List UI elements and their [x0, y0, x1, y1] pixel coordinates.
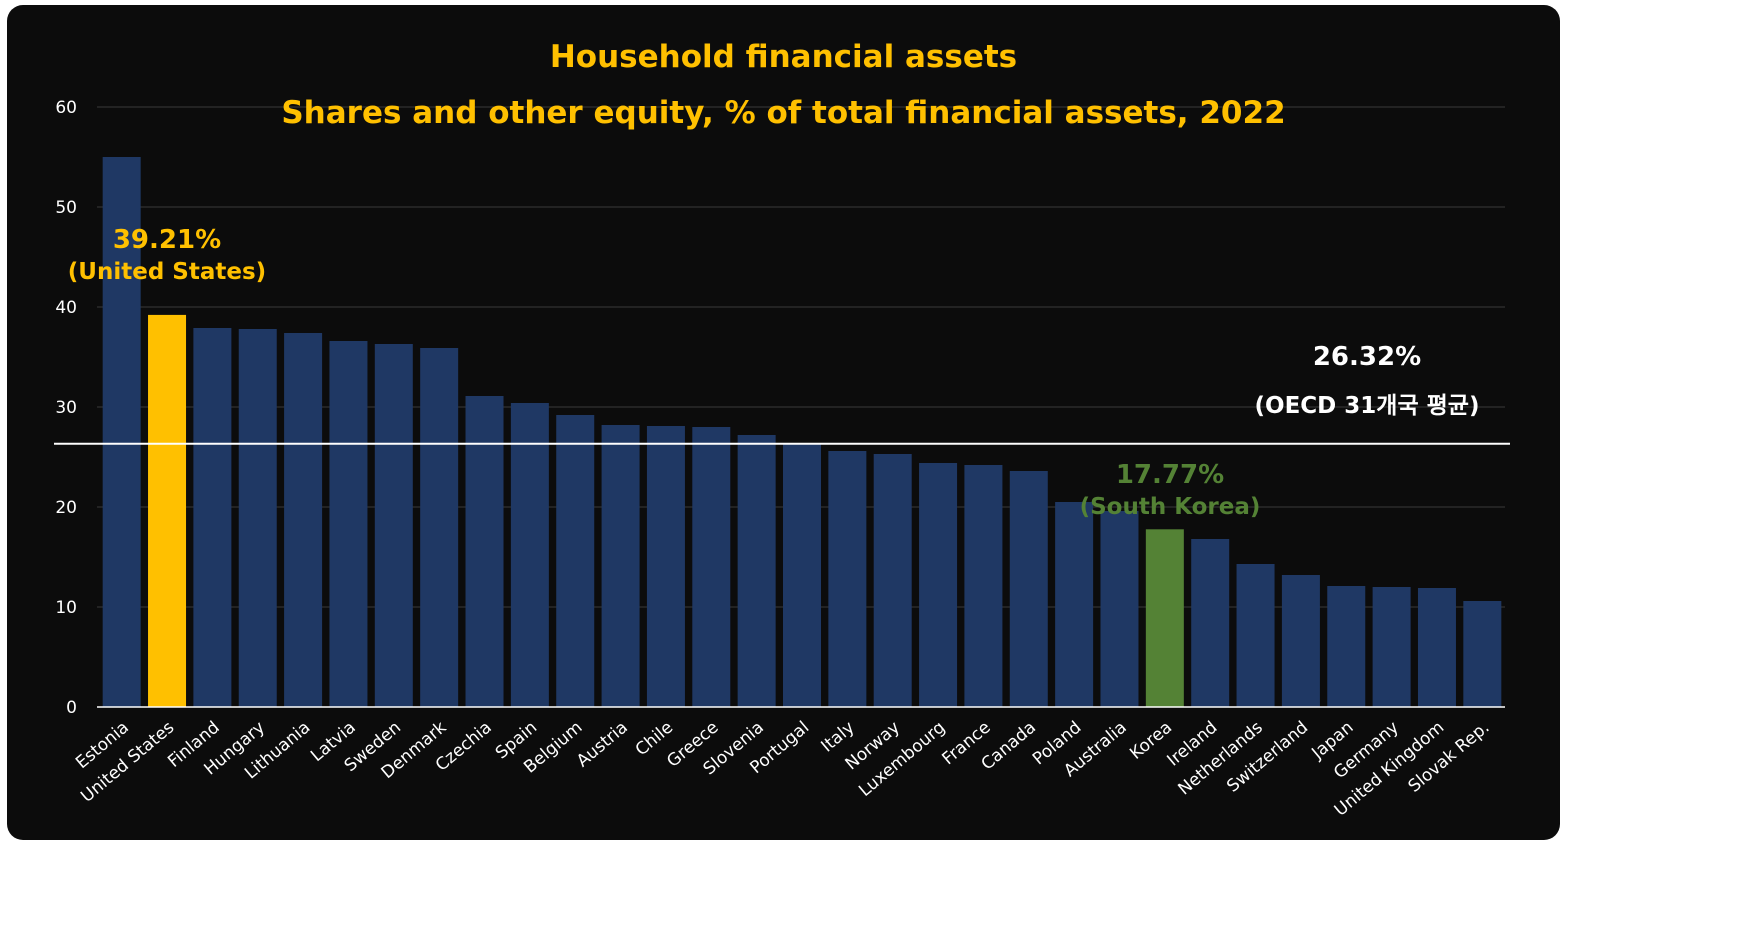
bar-united-states: [148, 314, 187, 707]
bar-ireland: [1191, 539, 1230, 707]
y-tick-label: 40: [55, 298, 77, 318]
bar-greece: [692, 427, 731, 707]
bar-hungary: [238, 329, 277, 707]
us-annotation-label: (United States): [67, 259, 267, 285]
oecd-average-value: 26.32%: [1312, 342, 1422, 372]
bar-japan: [1327, 586, 1366, 707]
bar-finland: [193, 328, 232, 707]
bar-korea: [1145, 529, 1184, 707]
bar-slovak-rep-: [1463, 601, 1502, 707]
korea-annotation-label: (South Korea): [1079, 494, 1261, 520]
us-annotation-value: 39.21%: [112, 225, 222, 255]
korea-annotation: 17.77% (South Korea): [1070, 460, 1270, 520]
bar-italy: [828, 451, 867, 707]
bar-sweden: [374, 344, 413, 707]
bar-spain: [510, 403, 549, 707]
bar-latvia: [329, 341, 368, 707]
bar-canada: [1009, 471, 1048, 707]
bar-france: [964, 465, 1003, 707]
y-tick-label: 20: [55, 498, 77, 518]
oecd-average-label: (OECD 31개국 평균): [1254, 393, 1480, 419]
bar-austria: [601, 425, 640, 707]
bar-norway: [873, 454, 912, 707]
bar-united-kingdom: [1417, 588, 1456, 707]
bar-switzerland: [1281, 575, 1320, 707]
chart-subtitle: Shares and other equity, % of total fina…: [281, 95, 1286, 131]
chart-panel: 0 10 20 30 40 50 60 Estonia United States Finland…: [7, 5, 1560, 840]
y-tick-label: 10: [55, 598, 77, 618]
bar-lithuania: [284, 333, 323, 707]
oecd-average-annotation: 26.32% (OECD 31개국 평균): [1227, 342, 1507, 420]
x-tick-label: Austria: [573, 718, 632, 772]
bar-australia: [1100, 511, 1139, 707]
korea-annotation-value: 17.77%: [1115, 460, 1225, 490]
bar-belgium: [556, 415, 595, 707]
us-annotation: 39.21% (United States): [67, 225, 267, 285]
y-tick-label: 0: [66, 698, 77, 718]
bar-portugal: [783, 443, 821, 707]
bar-czechia: [465, 396, 504, 707]
bar-luxembourg: [919, 463, 958, 707]
bar-netherlands: [1236, 564, 1275, 707]
bar-slovenia: [737, 435, 776, 707]
bar-estonia: [102, 157, 141, 707]
bar-germany: [1372, 587, 1411, 707]
y-tick-label: 30: [55, 398, 77, 418]
bar-denmark: [420, 348, 459, 707]
y-tick-label: 60: [55, 98, 77, 118]
bar-chile: [646, 426, 685, 707]
bar-poland: [1055, 502, 1094, 707]
y-tick-label: 50: [55, 198, 77, 218]
chart-title: Household financial assets: [549, 39, 1018, 75]
